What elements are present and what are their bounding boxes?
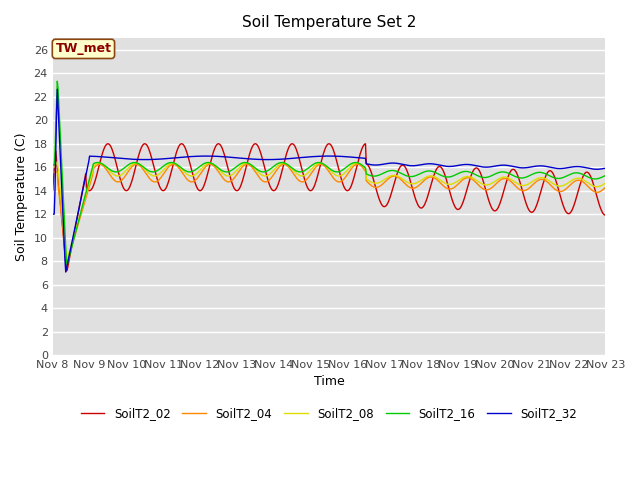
SoilT2_08 (202, 161, 210, 167)
Text: TW_met: TW_met (56, 42, 111, 55)
SoilT2_02 (104, 141, 112, 146)
SoilT2_08 (63, 256, 70, 262)
SoilT2_02 (49, 188, 56, 193)
SoilT2_32 (62, 269, 70, 275)
SoilT2_02 (602, 212, 609, 218)
Line: SoilT2_08: SoilT2_08 (52, 162, 605, 259)
SoilT2_32 (202, 153, 210, 159)
SoilT2_04 (602, 185, 609, 191)
SoilT2_16 (53, 78, 61, 84)
SoilT2_04 (173, 163, 181, 169)
SoilT2_02 (117, 179, 125, 185)
SoilT2_02 (398, 163, 406, 168)
SoilT2_16 (60, 197, 67, 203)
SoilT2_08 (414, 180, 422, 185)
SoilT2_16 (117, 168, 125, 173)
SoilT2_32 (414, 162, 422, 168)
SoilT2_04 (132, 161, 140, 167)
SoilT2_08 (49, 164, 56, 170)
SoilT2_08 (173, 162, 181, 168)
SoilT2_16 (602, 173, 609, 179)
SoilT2_08 (117, 172, 125, 178)
SoilT2_04 (116, 179, 124, 184)
Title: Soil Temperature Set 2: Soil Temperature Set 2 (242, 15, 416, 30)
Y-axis label: Soil Temperature (C): Soil Temperature (C) (15, 132, 28, 261)
SoilT2_04 (202, 163, 210, 169)
Line: SoilT2_04: SoilT2_04 (52, 164, 605, 262)
SoilT2_32 (49, 211, 56, 217)
SoilT2_32 (117, 156, 125, 161)
SoilT2_08 (602, 180, 609, 186)
SoilT2_04 (63, 259, 70, 265)
SoilT2_32 (398, 161, 406, 167)
SoilT2_08 (60, 223, 67, 229)
SoilT2_16 (173, 162, 181, 168)
SoilT2_04 (59, 224, 67, 229)
SoilT2_16 (414, 172, 422, 178)
Line: SoilT2_32: SoilT2_32 (52, 89, 605, 272)
SoilT2_32 (60, 223, 67, 228)
X-axis label: Time: Time (314, 375, 344, 388)
SoilT2_04 (414, 183, 422, 189)
SoilT2_02 (202, 175, 210, 181)
SoilT2_32 (602, 166, 609, 171)
SoilT2_04 (398, 177, 406, 183)
SoilT2_02 (173, 147, 181, 153)
Line: SoilT2_02: SoilT2_02 (52, 144, 605, 271)
Line: SoilT2_16: SoilT2_16 (52, 81, 605, 264)
SoilT2_16 (202, 160, 210, 166)
SoilT2_32 (53, 86, 61, 92)
SoilT2_16 (49, 162, 56, 168)
SoilT2_16 (63, 262, 71, 267)
SoilT2_02 (63, 268, 70, 274)
Legend: SoilT2_02, SoilT2_04, SoilT2_08, SoilT2_16, SoilT2_32: SoilT2_02, SoilT2_04, SoilT2_08, SoilT2_… (76, 402, 582, 424)
SoilT2_16 (398, 171, 406, 177)
SoilT2_04 (49, 169, 56, 175)
SoilT2_08 (53, 159, 61, 165)
SoilT2_32 (173, 155, 181, 160)
SoilT2_08 (398, 176, 406, 181)
SoilT2_02 (59, 225, 67, 231)
SoilT2_02 (414, 202, 422, 207)
